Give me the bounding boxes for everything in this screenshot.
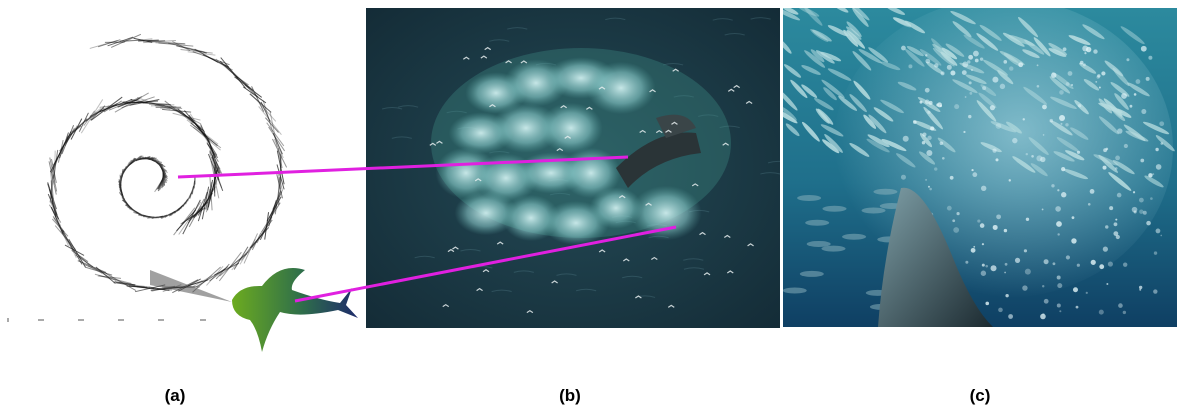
whale-body xyxy=(878,187,993,327)
caption-a: (a) xyxy=(164,386,186,405)
spiral-hatch-strokes xyxy=(47,33,288,294)
underwater-photo xyxy=(783,8,1177,327)
underwater-photo-image xyxy=(783,8,1177,327)
spiral-trajectory-figure xyxy=(7,33,288,322)
whale-head-left xyxy=(616,132,701,188)
caption-b: (b) xyxy=(559,386,581,405)
aerial-bubble-net-photo xyxy=(366,8,780,328)
spiral-core-strokes xyxy=(118,155,196,219)
spiral-trajectory-panel xyxy=(0,20,362,360)
spiral-tail-fan xyxy=(150,270,232,302)
aerial-photo-image xyxy=(366,8,780,328)
baseline-ticks xyxy=(7,318,206,322)
caption-c: (c) xyxy=(969,386,991,405)
